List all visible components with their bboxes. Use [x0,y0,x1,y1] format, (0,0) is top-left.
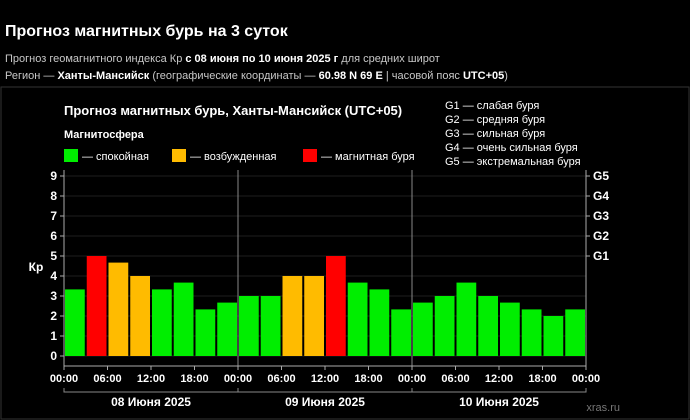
forecast-suffix: для средних широт [338,53,440,65]
kp-bar [260,296,281,356]
x-tick-label: 12:00 [137,373,165,385]
day-label: 09 Июня 2025 [285,395,365,409]
region-mid: (географические координаты — [149,70,319,82]
day-label: 08 Июня 2025 [111,395,191,409]
y-tick-label: 2 [50,309,57,323]
y-tick-label: 4 [50,269,57,283]
day-label: 10 Июня 2025 [459,395,539,409]
g-tick-label: G3 [593,209,609,223]
x-tick-label: 06:00 [441,373,469,385]
kp-bar [152,289,172,356]
kp-bar [521,309,542,356]
kp-bar [130,276,150,356]
kp-bar [565,309,585,356]
region-timezone: UTC+05 [462,70,505,82]
legend-label: — возбужденная [190,151,277,163]
kp-bar [369,289,390,356]
x-tick-label: 18:00 [180,373,208,385]
forecast-description: Прогноз геомагнитного индекса Кр с 08 ию… [5,53,440,65]
kp-forecast-chart: Прогноз магнитных бурь, Ханты-Мансийск (… [0,86,690,420]
x-tick-label: 06:00 [267,373,295,385]
x-tick-label: 00:00 [398,373,426,385]
forecast-date-range: с 08 июня по 10 июня 2025 г [185,53,339,65]
region-mid2: | часовой пояс [382,70,463,82]
kp-bar [391,309,411,356]
y-tick-label: 5 [50,249,57,263]
g-scale-item: G5 — экстремальная буря [445,156,581,168]
y-tick-label: 7 [50,209,57,223]
kp-bar [173,282,194,356]
y-tick-label: 9 [50,169,57,183]
legend-label: — спокойная [82,151,149,163]
y-tick-label: 3 [50,289,57,303]
x-tick-label: 18:00 [528,373,556,385]
kp-bar [86,256,107,356]
legend-swatch [303,149,317,162]
kp-bar [347,282,368,356]
x-tick-label: 06:00 [93,373,121,385]
y-tick-label: 1 [50,329,57,343]
kp-bar [456,282,477,356]
chart-title: Прогноз магнитных бурь, Ханты-Мансийск (… [64,103,402,118]
region-coordinates: 60.98 N 69 E [318,70,383,82]
y-tick-label: 0 [50,349,57,363]
kp-bar [108,262,129,356]
region-description: Регион — Ханты-Мансийск (географические … [5,70,508,82]
y-tick-label: 6 [50,229,57,243]
legend-title: Магнитосфера [64,129,145,141]
kp-bar [239,296,259,356]
y-tick-label: 8 [50,189,57,203]
kp-bar [413,302,433,356]
legend-label: — магнитная буря [321,151,415,163]
g-tick-label: G2 [593,229,609,243]
kp-bar [434,296,455,356]
g-tick-label: G5 [593,169,609,183]
g-scale-legend: G1 — слабая буря G2 — средняя буря G3 — си… [445,100,581,168]
x-tick-label: 00:00 [50,373,78,385]
kp-bar [282,276,303,356]
x-tick-label: 18:00 [354,373,382,385]
kp-bar [326,256,346,356]
y-axis-label: Кр [29,260,44,274]
legend: — спокойная — возбужденная — магнитная бур… [64,149,415,163]
region-name: Ханты-Мансийск [57,70,150,82]
watermark: xras.ru [586,402,620,414]
g-scale-item: G1 — слабая буря [445,100,539,112]
forecast-prefix: Прогноз геомагнитного индекса Кр [5,53,186,65]
kp-bar [500,302,520,356]
x-tick-label: 00:00 [572,373,600,385]
kp-bar [195,309,216,356]
g-scale-item: G2 — средняя буря [445,114,545,126]
legend-swatch [64,149,78,162]
x-tick-label: 00:00 [224,373,252,385]
plot-background [64,170,586,366]
region-prefix: Регион — [5,70,58,82]
g-scale-item: G3 — сильная буря [445,128,545,140]
kp-bar [65,289,85,356]
legend-swatch [172,149,186,162]
kp-bar [304,276,324,356]
g-tick-label: G1 [593,249,609,263]
kp-bar [543,316,564,356]
region-suffix: ) [504,70,508,82]
kp-bar [217,302,237,356]
plot-area: 0 1 2 3 4 5 6 7 8 9 G1 G2 G3 G4 G5 00:00 06:00 12:00 18:00… [50,169,609,409]
x-tick-label: 12:00 [485,373,513,385]
day-bracket [411,388,587,393]
kp-bar [478,296,498,356]
page-title: Прогноз магнитных бурь на 3 суток [5,23,288,40]
g-scale-item: G4 — очень сильная буря [445,142,578,154]
g-tick-label: G4 [593,189,609,203]
x-tick-label: 12:00 [311,373,339,385]
